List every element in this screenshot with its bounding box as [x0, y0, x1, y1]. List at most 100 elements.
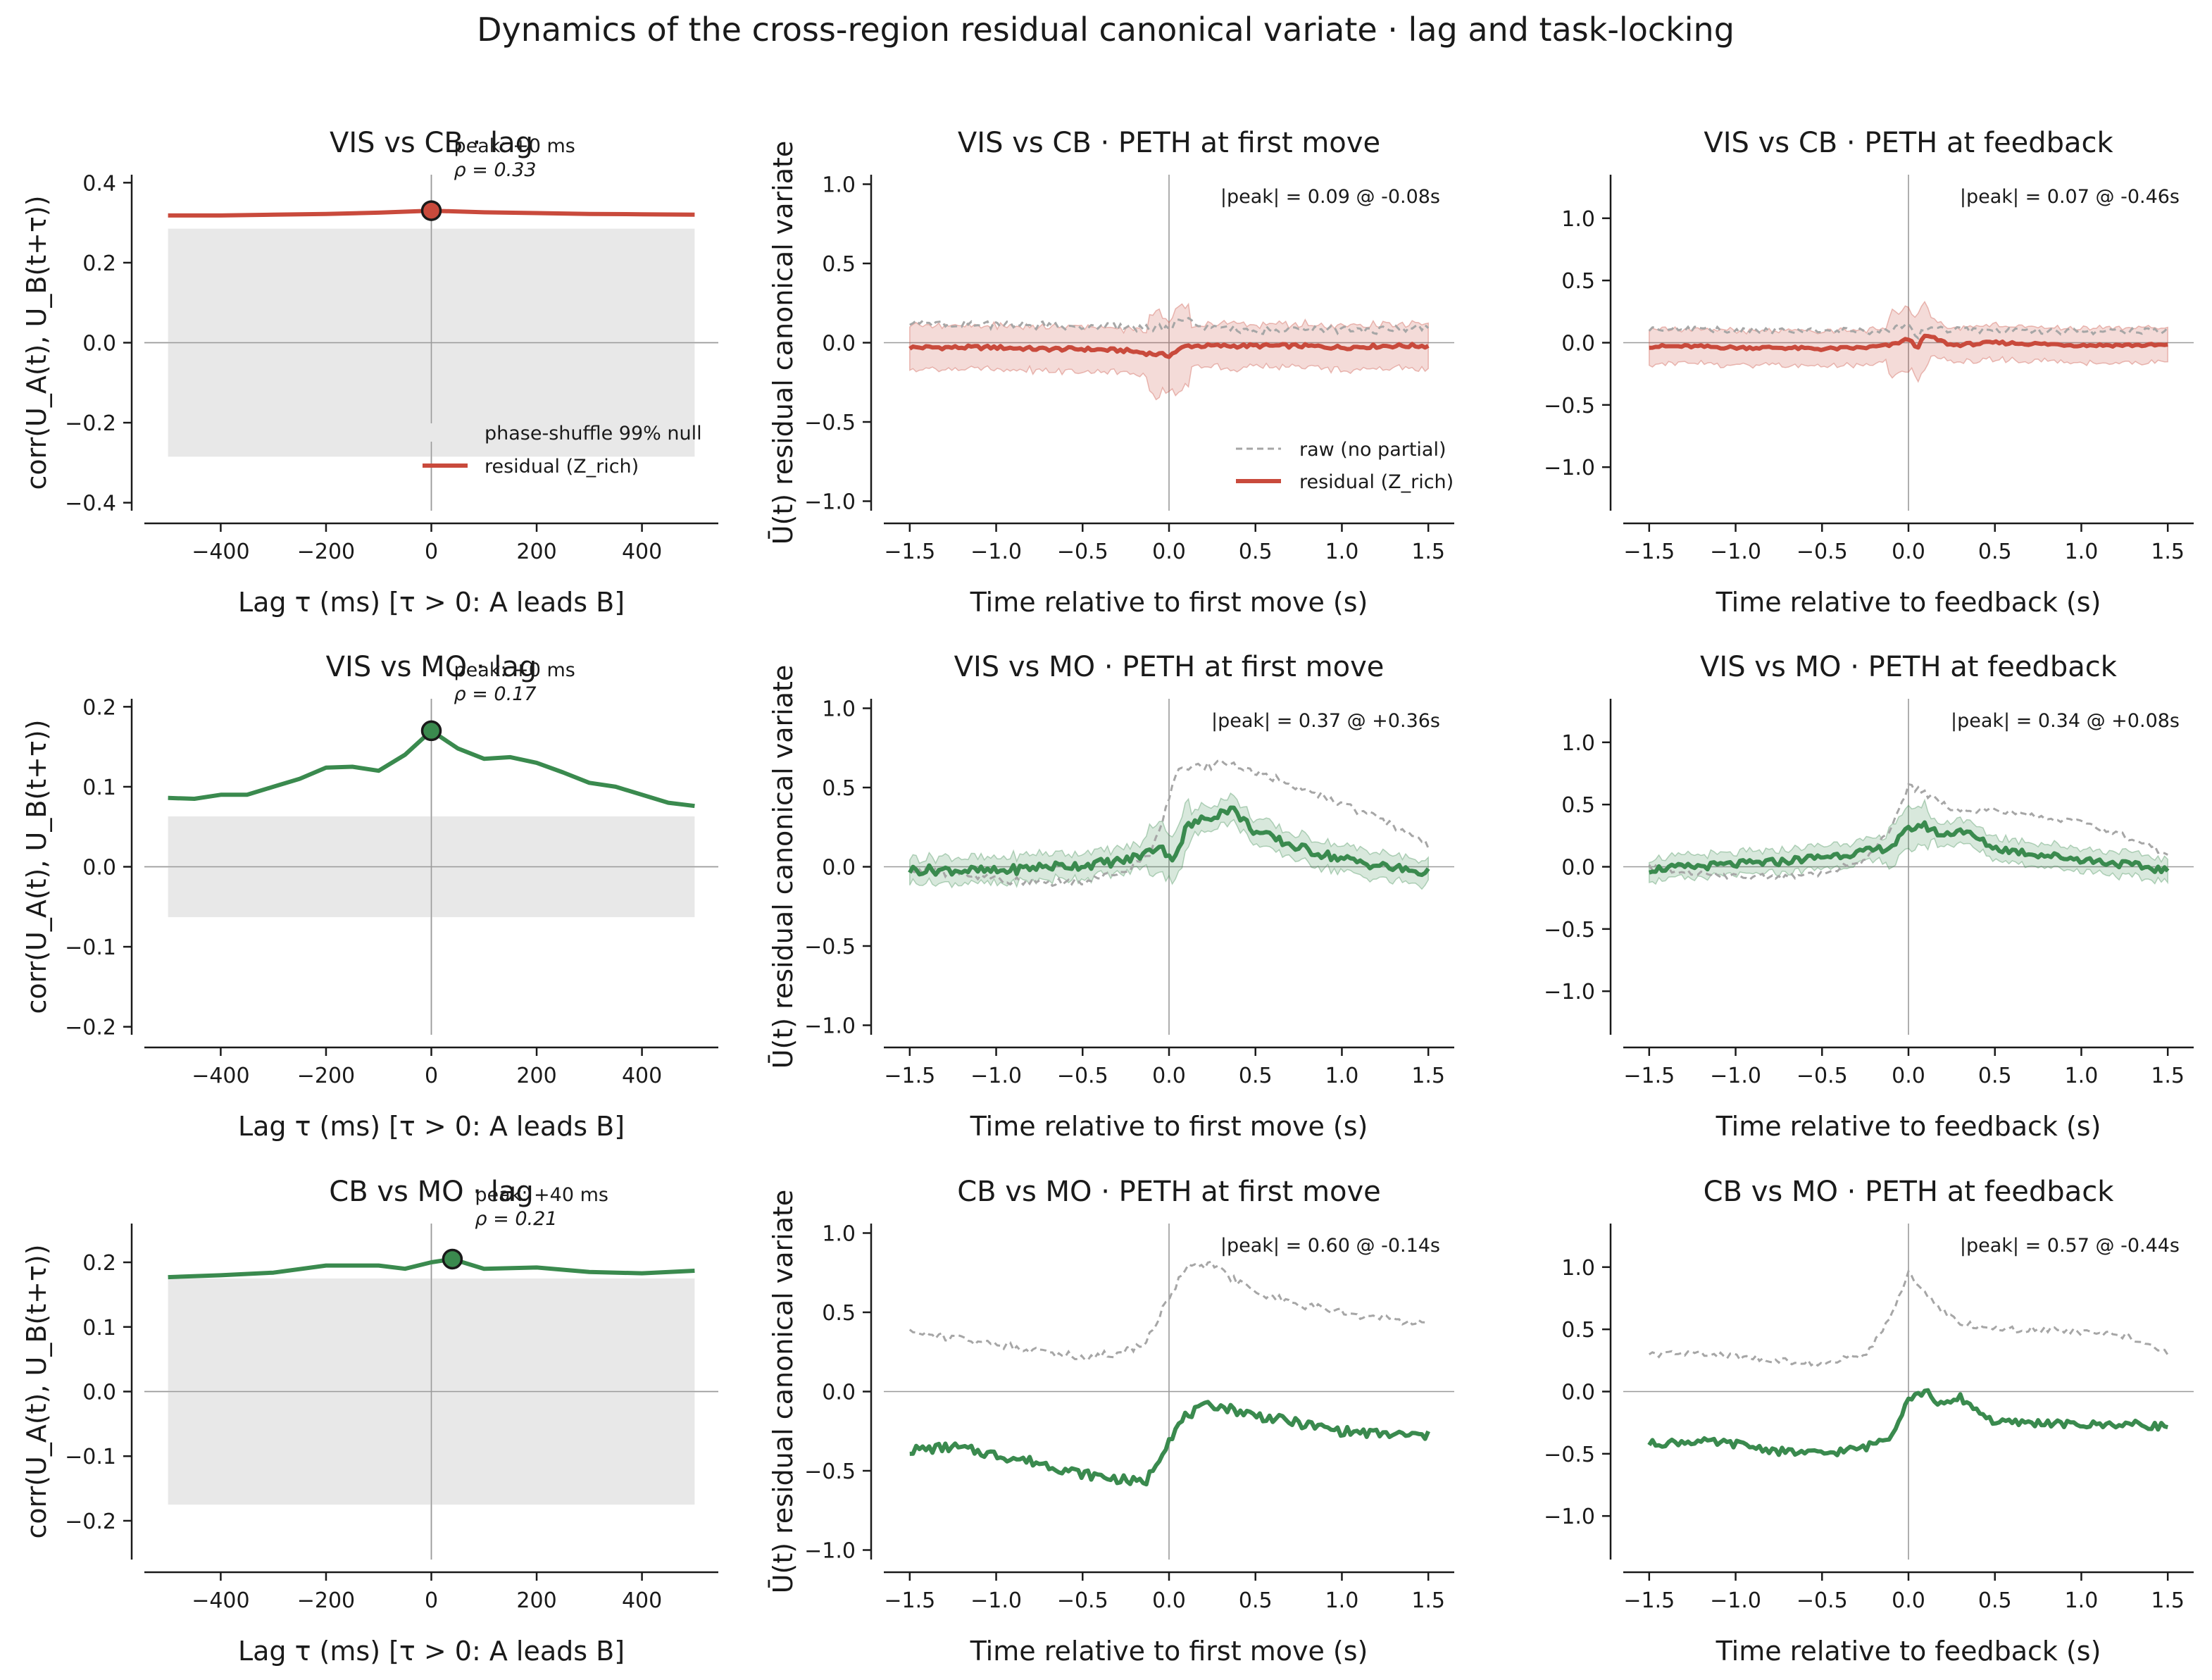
x-tick-label: 200 — [516, 540, 556, 564]
peak-annotation: |peak| = 0.37 @ +0.36s — [1211, 710, 1440, 732]
raw-line — [908, 1260, 1429, 1362]
x-tick-label: −1.5 — [884, 1064, 935, 1088]
x-tick-label: −0.5 — [1057, 1064, 1108, 1088]
x-tick-label: −200 — [297, 1588, 355, 1613]
panel-title: CB vs MO · PETH at feedback — [1704, 1176, 2115, 1208]
peak-lag-annotation: peak: +40 ms — [475, 1184, 608, 1206]
panel-title: VIS vs MO · lag — [326, 651, 537, 683]
y-tick-label: −0.5 — [1544, 918, 1595, 942]
y-tick-label: −1.0 — [804, 490, 856, 515]
y-tick-label: 0.0 — [82, 332, 116, 356]
x-tick-label: 400 — [622, 1588, 662, 1613]
peak-annotation: |peak| = 0.57 @ -0.44s — [1960, 1235, 2180, 1257]
y-tick-label: 0.0 — [82, 1381, 116, 1405]
x-tick-label: 1.5 — [2151, 1064, 2185, 1088]
x-tick-label: −200 — [297, 540, 355, 564]
x-tick-label: −1.0 — [970, 1588, 1022, 1613]
x-tick-label: 0.5 — [1978, 540, 2012, 564]
peak-lag-annotation: peak: +0 ms — [454, 659, 575, 681]
y-tick-label: −1.0 — [804, 1539, 856, 1564]
chart-panel-8: CB vs MO · PETH at first move |peak| = 0.… — [768, 1176, 1454, 1667]
peak-annotation: |peak| = 0.60 @ -0.14s — [1220, 1235, 1440, 1257]
panel-title: VIS vs CB · PETH at feedback — [1704, 127, 2113, 159]
x-tick-label: 1.0 — [2065, 540, 2099, 564]
x-tick-label: −1.5 — [1623, 1588, 1675, 1613]
x-tick-label: 0.5 — [1978, 1588, 2012, 1613]
x-axis-label: Time relative to feedback (s) — [1716, 587, 2101, 618]
x-tick-label: −1.0 — [970, 540, 1022, 564]
residual-line — [168, 1257, 695, 1280]
x-tick-label: 1.5 — [2151, 1588, 2185, 1613]
y-tick-label: 0.1 — [82, 1316, 116, 1340]
x-axis-label: Lag τ (ms) [τ > 0: A leads B] — [238, 1636, 625, 1667]
y-tick-label: −0.5 — [804, 411, 856, 435]
y-tick-label: 1.0 — [1561, 1256, 1595, 1281]
x-tick-label: −400 — [192, 1064, 249, 1088]
x-tick-label: −1.5 — [884, 1588, 935, 1613]
legend-null-swatch — [423, 423, 468, 442]
y-tick-label: −1.0 — [1544, 1505, 1595, 1529]
x-tick-label: −1.0 — [1710, 540, 1761, 564]
x-axis-label: Time relative to feedback (s) — [1716, 1111, 2101, 1142]
y-tick-label: 0.2 — [82, 695, 116, 720]
y-tick-label: −1.0 — [1544, 980, 1595, 1004]
x-tick-label: −0.5 — [1797, 1064, 1848, 1088]
residual-line — [908, 342, 1430, 359]
raw-line — [1648, 1269, 2169, 1367]
x-axis-label: Time relative to first move (s) — [970, 587, 1368, 618]
x-tick-label: 0 — [425, 1064, 438, 1088]
x-tick-label: −1.5 — [1623, 1064, 1675, 1088]
residual-line — [1647, 1388, 2168, 1457]
chart-panel-2: VIS vs CB · PETH at first move |peak| = 0… — [768, 127, 1454, 618]
legend-residual-label: residual (Z_rich) — [485, 456, 639, 478]
x-tick-label: 1.5 — [1411, 1064, 1445, 1088]
y-tick-label: −0.2 — [65, 1510, 116, 1534]
y-axis-label: Ū(t) residual canonical variate — [768, 665, 799, 1069]
y-tick-label: 1.0 — [1561, 731, 1595, 756]
y-tick-label: −1.0 — [804, 1014, 856, 1039]
peak-annotation: |peak| = 0.34 @ +0.08s — [1951, 710, 2180, 732]
raw-line — [1648, 783, 2168, 881]
residual-line — [908, 805, 1430, 878]
y-axis-label: corr(U_A(t), U_B(t+τ)) — [21, 195, 52, 490]
x-tick-label: 0.5 — [1978, 1064, 2012, 1088]
y-tick-label: −0.2 — [65, 1016, 116, 1040]
peak-rho-annotation: ρ = 0.33 — [454, 159, 537, 181]
residual-line — [1648, 820, 2170, 875]
y-tick-label: 0.1 — [82, 776, 116, 800]
y-axis-label: Ū(t) residual canonical variate — [768, 1190, 799, 1594]
peak-rho-annotation: ρ = 0.21 — [475, 1208, 557, 1230]
x-tick-label: 400 — [622, 1064, 662, 1088]
x-axis-label: Lag τ (ms) [τ > 0: A leads B] — [238, 587, 625, 618]
y-tick-label: −0.2 — [65, 411, 116, 436]
y-tick-label: 0.2 — [82, 1251, 116, 1276]
x-tick-label: 0.5 — [1239, 1588, 1273, 1613]
peak-annotation: |peak| = 0.09 @ -0.08s — [1220, 186, 1440, 208]
x-axis-label: Time relative to first move (s) — [970, 1111, 1368, 1142]
legend-null-label: phase-shuffle 99% null — [485, 423, 702, 444]
x-tick-label: 200 — [516, 1064, 556, 1088]
x-tick-label: 1.0 — [1325, 540, 1359, 564]
x-tick-label: 400 — [622, 540, 662, 564]
panel-title: VIS vs CB · PETH at first move — [958, 127, 1380, 159]
raw-line — [1648, 323, 2169, 340]
y-tick-label: 0.5 — [822, 252, 856, 277]
panel-title: VIS vs MO · PETH at first move — [954, 651, 1385, 683]
y-tick-label: 0.0 — [1561, 856, 1595, 881]
y-tick-label: 0.5 — [1561, 269, 1595, 294]
x-axis-label: Lag τ (ms) [τ > 0: A leads B] — [238, 1111, 625, 1142]
legend-raw-label: raw (no partial) — [1299, 439, 1446, 461]
y-tick-label: −0.5 — [804, 1460, 856, 1484]
x-tick-label: 200 — [516, 1588, 556, 1613]
x-tick-label: 0 — [425, 1588, 438, 1613]
x-tick-label: −1.0 — [970, 1064, 1022, 1088]
x-tick-label: 1.0 — [2065, 1588, 2099, 1613]
y-tick-label: 1.0 — [822, 173, 856, 198]
x-tick-label: −400 — [192, 1588, 249, 1613]
raw-line — [909, 316, 1430, 336]
peak-marker — [420, 200, 442, 221]
y-tick-label: 1.0 — [822, 697, 856, 722]
